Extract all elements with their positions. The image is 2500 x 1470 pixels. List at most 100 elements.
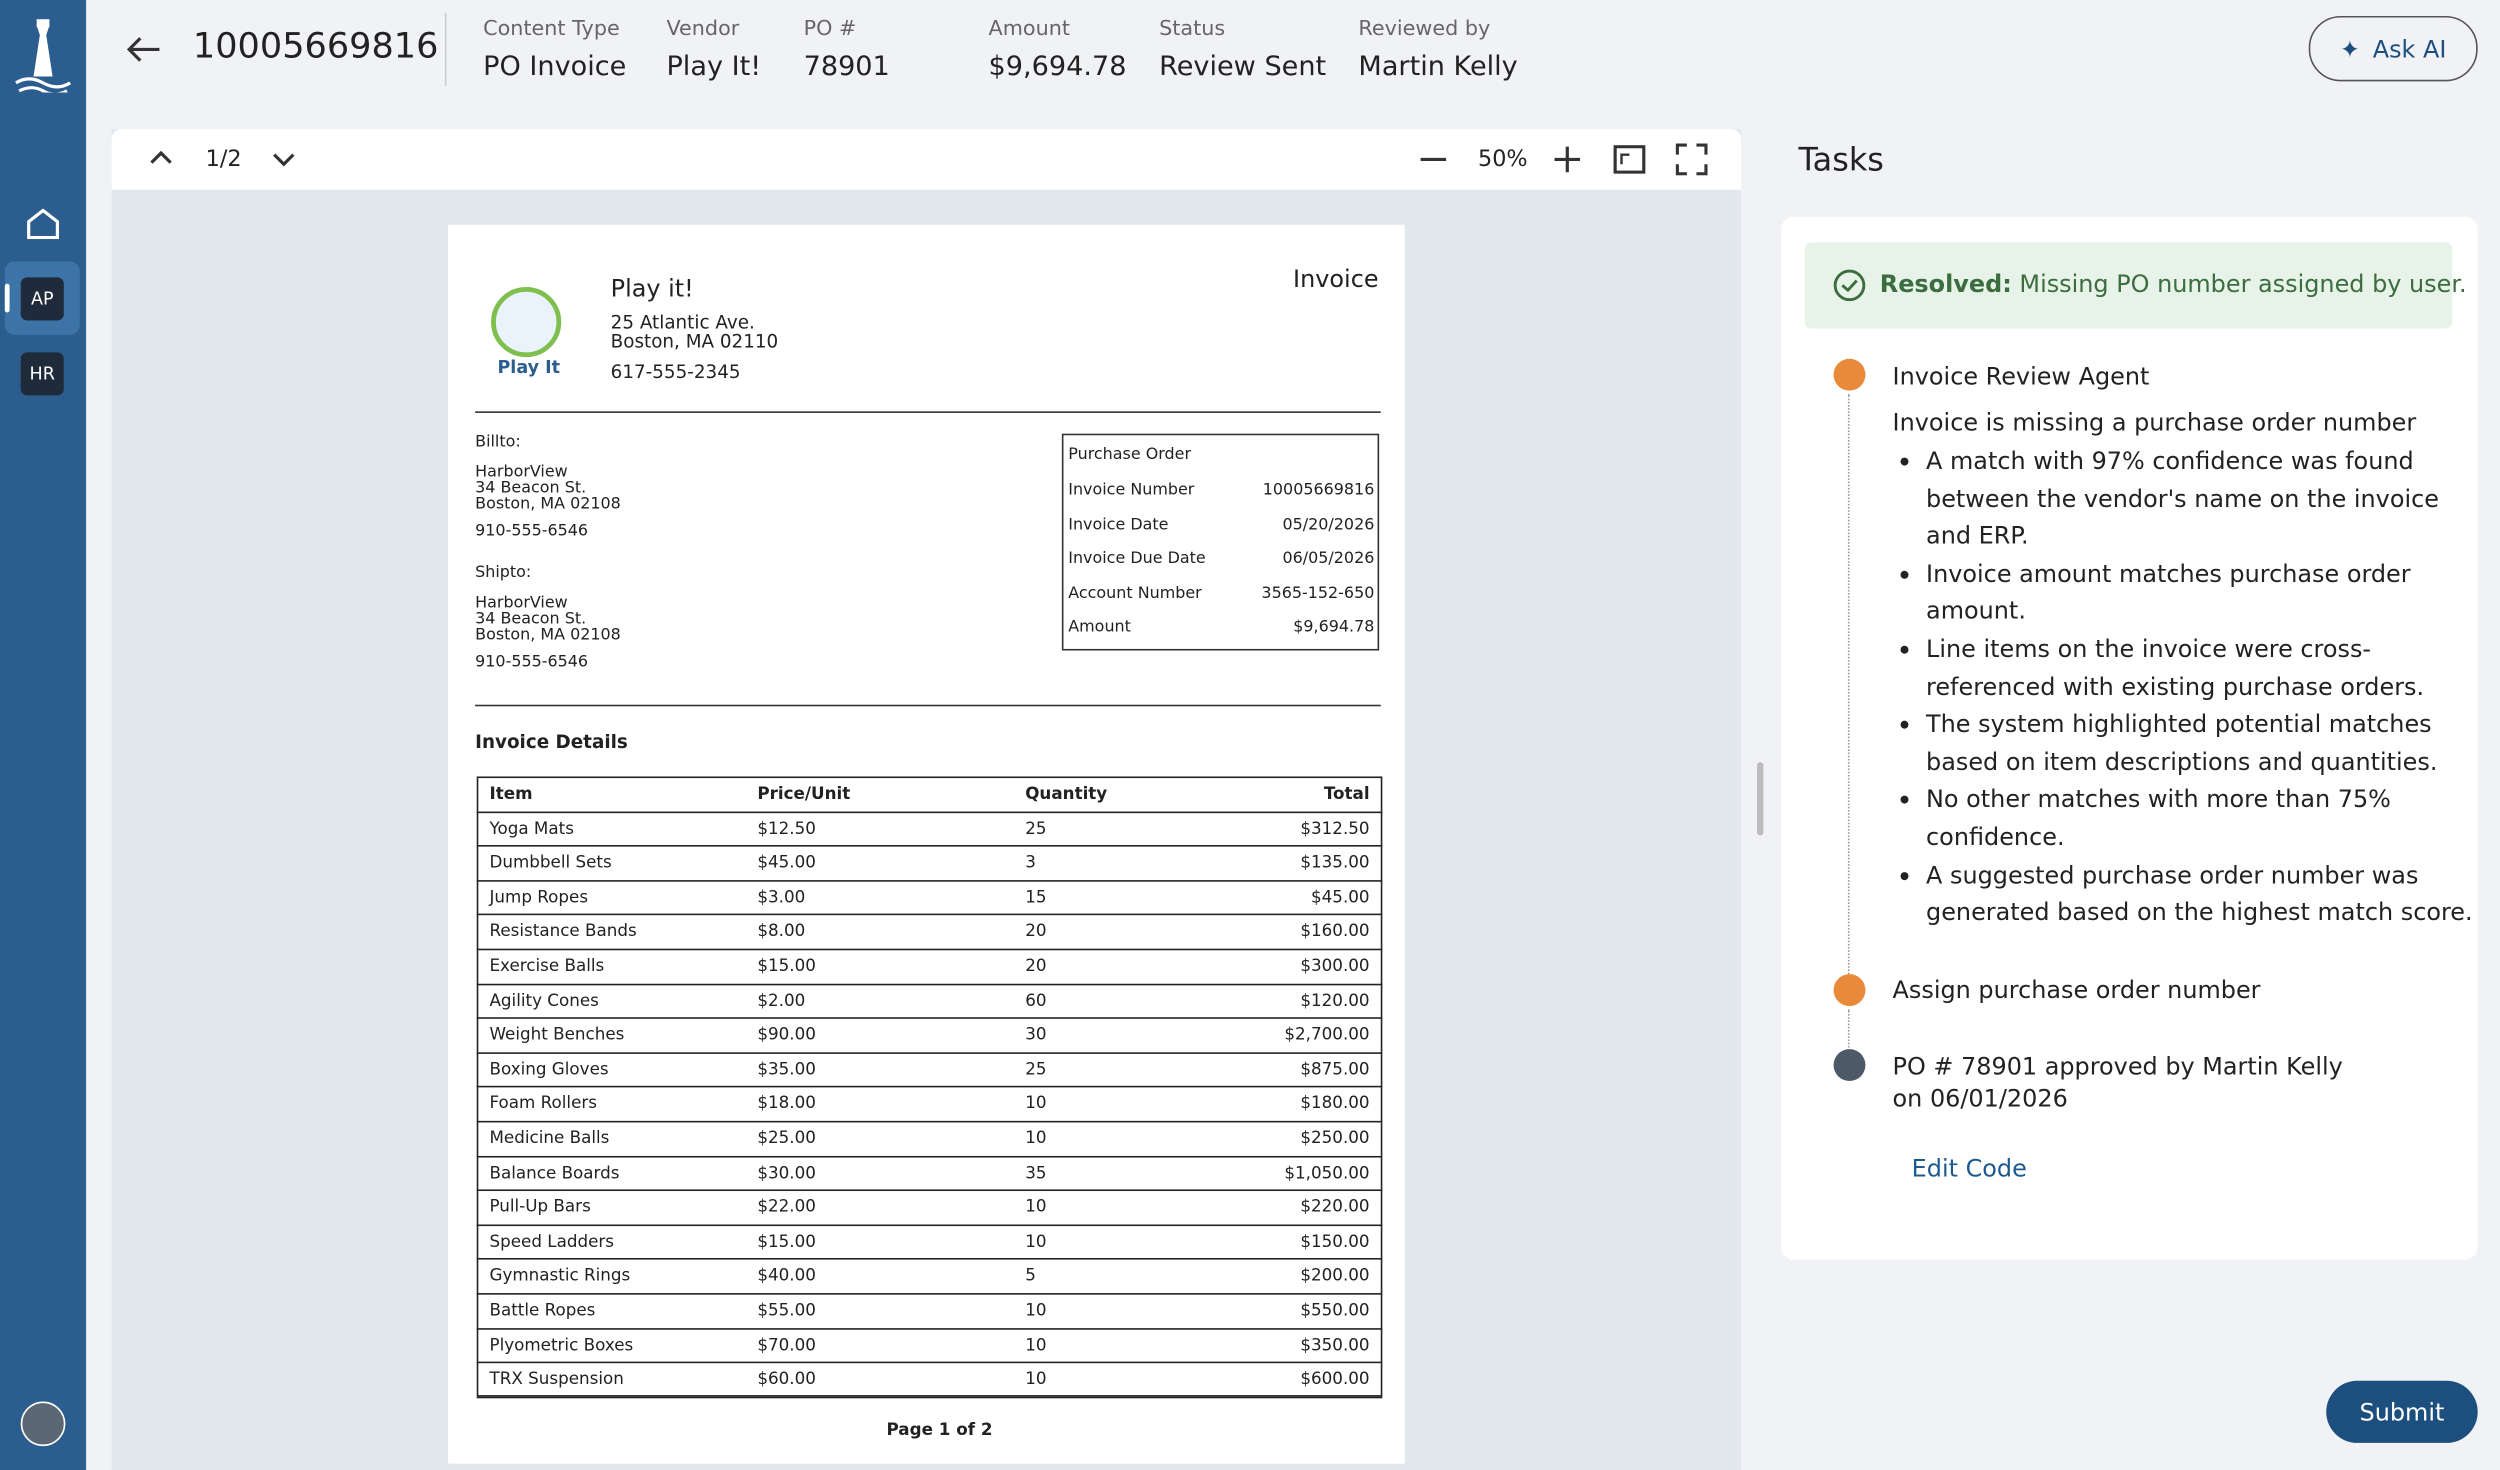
table-cell: $2,700.00: [1284, 1025, 1370, 1045]
table-row: Plyometric Boxes $70.00 10 $350.00: [476, 1327, 1383, 1364]
fit-page[interactable]: [1613, 145, 1646, 174]
table-cell: $180.00: [1300, 1094, 1370, 1114]
vendor-phone: 617-555-2345: [610, 360, 741, 383]
back-button[interactable]: [124, 33, 162, 65]
prev-page[interactable]: [150, 150, 172, 166]
edit-code-link[interactable]: Edit Code: [1911, 1154, 2027, 1184]
invoice-page: [448, 224, 1405, 1464]
bullet-item: Invoice amount matches purchase order am…: [1926, 556, 2476, 631]
column-header: Item: [489, 784, 533, 804]
table-row: Agility Cones $2.00 60 $120.00: [476, 983, 1383, 1020]
table-row: Boxing Gloves $35.00 25 $875.00: [476, 1052, 1383, 1089]
field-value: $9,694.78: [988, 51, 1127, 83]
invoice-title: Invoice: [1293, 264, 1379, 294]
table-cell: $300.00: [1300, 956, 1370, 976]
vendor-logo: [491, 286, 562, 358]
table-cell: 35: [1025, 1163, 1047, 1183]
address-phone: 910-555-6546: [475, 653, 589, 672]
table-cell: Yoga Mats: [489, 818, 574, 839]
logo: [15, 19, 71, 93]
table-cell: $150.00: [1300, 1232, 1370, 1252]
table-cell: $600.00: [1300, 1369, 1370, 1390]
table-cell: $60.00: [757, 1369, 816, 1390]
table-cell: 20: [1025, 956, 1047, 976]
column-header: Price/Unit: [757, 784, 851, 804]
po-value: 10005669816: [1262, 481, 1375, 500]
table-cell: $40.00: [757, 1266, 816, 1286]
po-value: 3565-152-650: [1261, 584, 1375, 603]
table-row: Medicine Balls $25.00 10 $250.00: [476, 1121, 1383, 1157]
table-cell: Pull-Up Bars: [489, 1197, 591, 1217]
address-line: Boston, MA 02108: [475, 626, 621, 645]
table-cell: $120.00: [1300, 991, 1370, 1011]
resize-handle[interactable]: [1757, 762, 1764, 836]
timeline: [1847, 393, 1850, 975]
agent-icon: [1833, 358, 1866, 391]
po-label: Invoice Number: [1068, 481, 1195, 500]
tasks-title: Tasks: [1798, 140, 1884, 179]
table-cell: $22.00: [757, 1197, 816, 1217]
ask-ai-label: Ask AI: [2372, 34, 2447, 63]
check-icon: [1833, 269, 1866, 302]
sparkle-icon: ✦: [2339, 34, 2360, 63]
table-cell: $90.00: [757, 1025, 816, 1045]
zoom-in[interactable]: [1553, 145, 1582, 174]
table-cell: $220.00: [1300, 1197, 1370, 1217]
column-header: Total: [1323, 784, 1370, 804]
resolved-banner: Resolved: Missing PO number assigned by …: [1804, 242, 2467, 329]
table-row: Weight Benches $90.00 30 $2,700.00: [476, 1018, 1383, 1054]
table-cell: $875.00: [1300, 1059, 1370, 1080]
table-row: Foam Rollers $18.00 10 $180.00: [476, 1086, 1383, 1123]
po-label: Invoice Due Date: [1068, 550, 1206, 568]
bullet-item: The system highlighted potential matches…: [1926, 707, 2476, 782]
details-title: Invoice Details: [475, 730, 628, 753]
table-cell: 10: [1025, 1335, 1047, 1355]
vendor-name: Play it!: [610, 274, 694, 303]
nav-item[interactable]: AP: [20, 277, 64, 321]
page-indicator: 1/2: [205, 146, 242, 173]
table-cell: $160.00: [1300, 922, 1370, 942]
table-cell: 10: [1025, 1197, 1047, 1217]
ask-ai-button[interactable]: ✦ Ask AI: [2308, 15, 2478, 82]
address-line: HarborView: [475, 594, 568, 613]
table-cell: $70.00: [757, 1335, 816, 1355]
submit-button[interactable]: Submit: [2326, 1380, 2478, 1443]
user-icon: [1833, 1049, 1866, 1082]
field-value: Review Sent: [1159, 51, 1327, 83]
po-box: [1061, 433, 1380, 651]
user-avatar[interactable]: [20, 1401, 66, 1447]
table-row: Exercise Balls $15.00 20 $300.00: [476, 949, 1383, 985]
field-value: Martin Kelly: [1358, 51, 1518, 83]
resolved-text: Missing PO number assigned by user.: [2019, 269, 2467, 299]
agent-name: Invoice Review Agent: [1892, 361, 2150, 391]
next-page[interactable]: [273, 151, 295, 167]
fullscreen[interactable]: [1675, 143, 1708, 176]
po-value: 06/05/2026: [1282, 550, 1375, 568]
table-cell: Exercise Balls: [489, 956, 605, 976]
table-row: Gymnastic Rings $40.00 5 $200.00: [476, 1259, 1383, 1295]
table-cell: $312.50: [1300, 818, 1370, 839]
viewer-toolbar: 1/2 50%: [111, 129, 1742, 190]
table-cell: Plyometric Boxes: [489, 1335, 634, 1355]
po-label: Amount: [1068, 619, 1131, 637]
field-label: Vendor: [666, 17, 740, 42]
po-value: 05/20/2026: [1282, 515, 1375, 534]
table-cell: 10: [1025, 1301, 1047, 1321]
table-row: Yoga Mats $12.50 25 $312.50: [476, 811, 1383, 847]
active-marker: [4, 283, 10, 313]
table-header: Item Price/Unit Quantity Total: [476, 776, 1383, 813]
zoom-out[interactable]: [1419, 148, 1448, 170]
bullet-item: No other matches with more than 75% conf…: [1926, 782, 2476, 857]
table-cell: $45.00: [757, 853, 816, 873]
tasks-card: [1780, 216, 2478, 1260]
home-icon[interactable]: [26, 207, 61, 240]
nav-item[interactable]: HR: [20, 352, 64, 396]
table-cell: $12.50: [757, 818, 816, 839]
table-cell: Agility Cones: [489, 991, 599, 1011]
table-cell: TRX Suspension: [489, 1369, 624, 1390]
table-row: Balance Boards $30.00 35 $1,050.00: [476, 1155, 1383, 1192]
sidebar: [0, 0, 87, 1470]
table-cell: Weight Benches: [489, 1025, 625, 1045]
rule: [475, 411, 1381, 413]
